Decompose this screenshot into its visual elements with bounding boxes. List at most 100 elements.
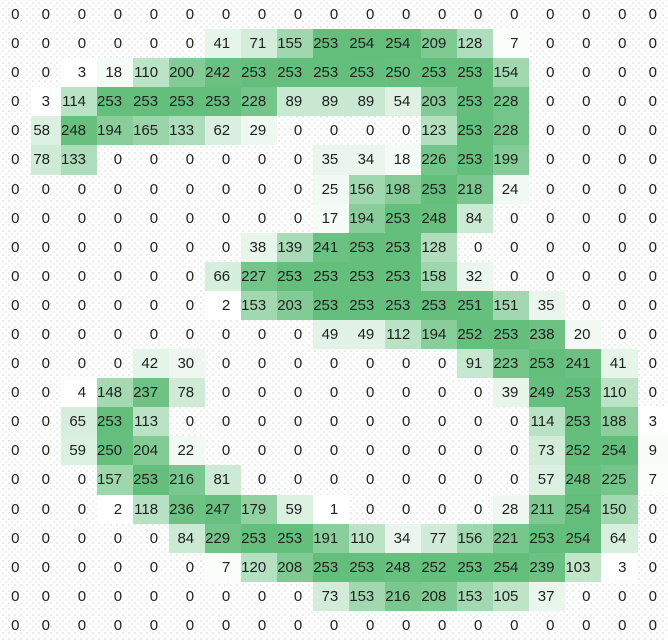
heatmap-cell: 35	[529, 290, 566, 320]
heatmap-cell: 0	[510, 413, 519, 431]
heatmap-cell: 2	[97, 494, 134, 524]
heatmap-cell: 0	[185, 180, 195, 198]
heatmap-cell: 0	[648, 384, 657, 402]
heatmap-cell: 153	[457, 581, 494, 611]
heatmap-cell: 211	[529, 494, 566, 524]
heatmap-cell: 208	[421, 581, 458, 611]
heatmap-cell: 0	[149, 6, 159, 24]
heatmap-cell: 253	[385, 261, 422, 291]
heatmap-cell: 0	[648, 93, 657, 111]
heatmap-cell: 0	[546, 267, 555, 285]
heatmap-cell: 0	[648, 500, 657, 518]
heatmap-cell: 228	[493, 87, 530, 117]
heatmap-cell: 81	[205, 465, 242, 495]
heatmap-cell: 0	[77, 6, 87, 24]
heatmap-cell: 0	[149, 296, 159, 314]
heatmap-cell: 120	[241, 552, 278, 582]
heatmap-cell: 0	[438, 355, 447, 373]
heatmap-cell: 7	[493, 29, 530, 59]
heatmap-cell: 0	[618, 587, 627, 605]
heatmap-cell: 7	[205, 552, 242, 582]
heatmap-cell: 0	[41, 558, 50, 576]
heatmap-cell: 238	[529, 320, 566, 350]
heatmap-cell: 253	[97, 87, 134, 117]
heatmap-cell: 216	[385, 581, 422, 611]
heatmap-cell: 0	[546, 151, 555, 169]
heatmap-cell: 0	[149, 209, 159, 227]
heatmap-cell: 253	[565, 407, 602, 437]
heatmap-cell: 194	[97, 116, 134, 146]
heatmap-cell: 251	[457, 290, 494, 320]
heatmap-cell: 0	[149, 180, 159, 198]
heatmap-cell: 254	[565, 523, 602, 553]
heatmap-cell: 0	[438, 442, 447, 460]
heatmap-cell: 0	[546, 122, 555, 140]
heatmap-cell: 248	[565, 465, 602, 495]
heatmap-cell: 253	[421, 58, 458, 88]
heatmap-cell: 0	[510, 471, 519, 489]
heatmap-cell: 0	[185, 35, 195, 53]
heatmap-cell: 0	[149, 267, 159, 285]
heatmap-cell: 0	[365, 471, 375, 489]
heatmap-cell: 253	[457, 58, 494, 88]
heatmap-cell: 3	[601, 552, 638, 582]
heatmap-cell: 0	[11, 6, 20, 24]
heatmap-cell: 253	[133, 465, 170, 495]
heatmap-cell: 0	[11, 529, 20, 547]
heatmap-cell: 0	[582, 64, 591, 82]
heatmap-cell: 0	[582, 93, 591, 111]
heatmap-cell: 0	[41, 326, 50, 344]
heatmap-cell: 7	[637, 465, 668, 495]
heatmap-cell: 3	[30, 87, 61, 117]
heatmap-cell: 253	[457, 552, 494, 582]
heatmap-cell: 0	[365, 122, 375, 140]
heatmap-cell: 0	[257, 413, 267, 431]
heatmap-cell: 253	[241, 58, 278, 88]
heatmap-cell: 253	[241, 523, 278, 553]
heatmap-cell: 62	[205, 116, 242, 146]
heatmap-cell: 237	[133, 378, 170, 408]
heatmap-cell: 0	[546, 35, 555, 53]
heatmap-cell: 239	[529, 552, 566, 582]
heatmap-cell: 84	[169, 523, 206, 553]
heatmap-cell: 110	[133, 58, 170, 88]
heatmap-cell: 253	[385, 290, 422, 320]
heatmap-cell: 0	[77, 355, 87, 373]
heatmap-cell: 191	[313, 523, 350, 553]
heatmap-cell: 0	[113, 296, 123, 314]
heatmap-cell: 0	[474, 6, 483, 24]
heatmap-cell: 0	[221, 238, 231, 256]
heatmap-cell: 204	[133, 436, 170, 466]
heatmap-cell: 89	[313, 87, 350, 117]
heatmap-cell: 0	[648, 296, 657, 314]
heatmap-cell: 0	[185, 267, 195, 285]
heatmap-cell: 42	[133, 349, 170, 379]
heatmap-cell: 1	[313, 494, 350, 524]
heatmap-cell: 223	[493, 349, 530, 379]
heatmap-cell: 49	[313, 320, 350, 350]
heatmap-cell: 0	[293, 442, 303, 460]
heatmap-cell: 0	[113, 355, 123, 373]
heatmap-cell: 4	[61, 378, 98, 408]
heatmap-cell: 0	[41, 384, 50, 402]
heatmap-cell: 0	[221, 355, 231, 373]
heatmap-cell: 250	[97, 436, 134, 466]
heatmap-cell: 0	[293, 326, 303, 344]
heatmap-cell: 253	[349, 261, 386, 291]
heatmap-cell: 0	[11, 267, 20, 285]
heatmap-cell: 253	[421, 290, 458, 320]
heatmap-cell: 0	[11, 326, 20, 344]
heatmap-cell: 0	[113, 616, 123, 634]
heatmap-cell: 151	[493, 290, 530, 320]
heatmap-cell: 0	[257, 209, 267, 227]
heatmap-cell: 0	[474, 238, 483, 256]
heatmap-cell: 0	[401, 500, 411, 518]
heatmap-cell: 114	[529, 407, 566, 437]
heatmap-cell: 0	[41, 180, 50, 198]
heatmap-cell: 18	[97, 58, 134, 88]
heatmap-cell: 0	[257, 6, 267, 24]
heatmap-cell: 179	[241, 494, 278, 524]
heatmap-cell: 0	[648, 267, 657, 285]
heatmap-cell: 241	[565, 349, 602, 379]
heatmap-cell: 110	[601, 378, 638, 408]
